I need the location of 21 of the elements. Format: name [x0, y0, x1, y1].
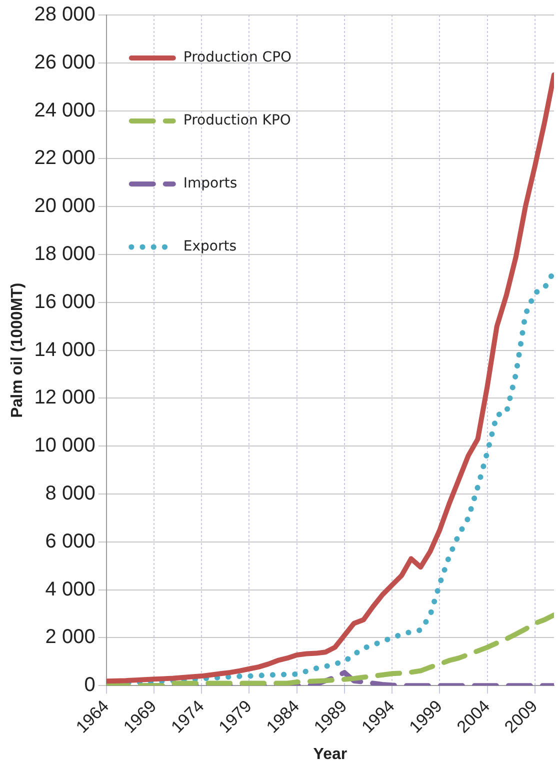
x-axis-title: Year — [313, 746, 348, 763]
y-tick-label: 6 000 — [45, 530, 96, 552]
y-tick-label: 0 — [84, 674, 96, 696]
y-tick-label: 28 000 — [34, 4, 96, 26]
y-tick-label: 22 000 — [34, 147, 96, 170]
y-tick-label: 2 000 — [45, 626, 96, 648]
y-tick-label: 4 000 — [45, 578, 96, 600]
legend-label: Production CPO — [183, 50, 292, 66]
y-tick-label: 10 000 — [34, 434, 96, 457]
y-tick-label: 8 000 — [45, 482, 96, 505]
y-tick-label: 18 000 — [34, 243, 96, 266]
legend-label: Production KPO — [183, 112, 291, 129]
y-tick-label: 26 000 — [34, 51, 96, 74]
y-tick-label: 20 000 — [34, 195, 96, 218]
legend-label: Imports — [183, 176, 238, 192]
y-tick-label: 12 000 — [34, 386, 96, 409]
y-axis-title: Palm oil (1000MT) — [9, 282, 26, 418]
y-tick-label: 24 000 — [34, 99, 96, 122]
legend-label: Exports — [183, 238, 236, 255]
y-tick-label: 14 000 — [34, 338, 96, 361]
y-tick-label: 16 000 — [34, 290, 96, 313]
